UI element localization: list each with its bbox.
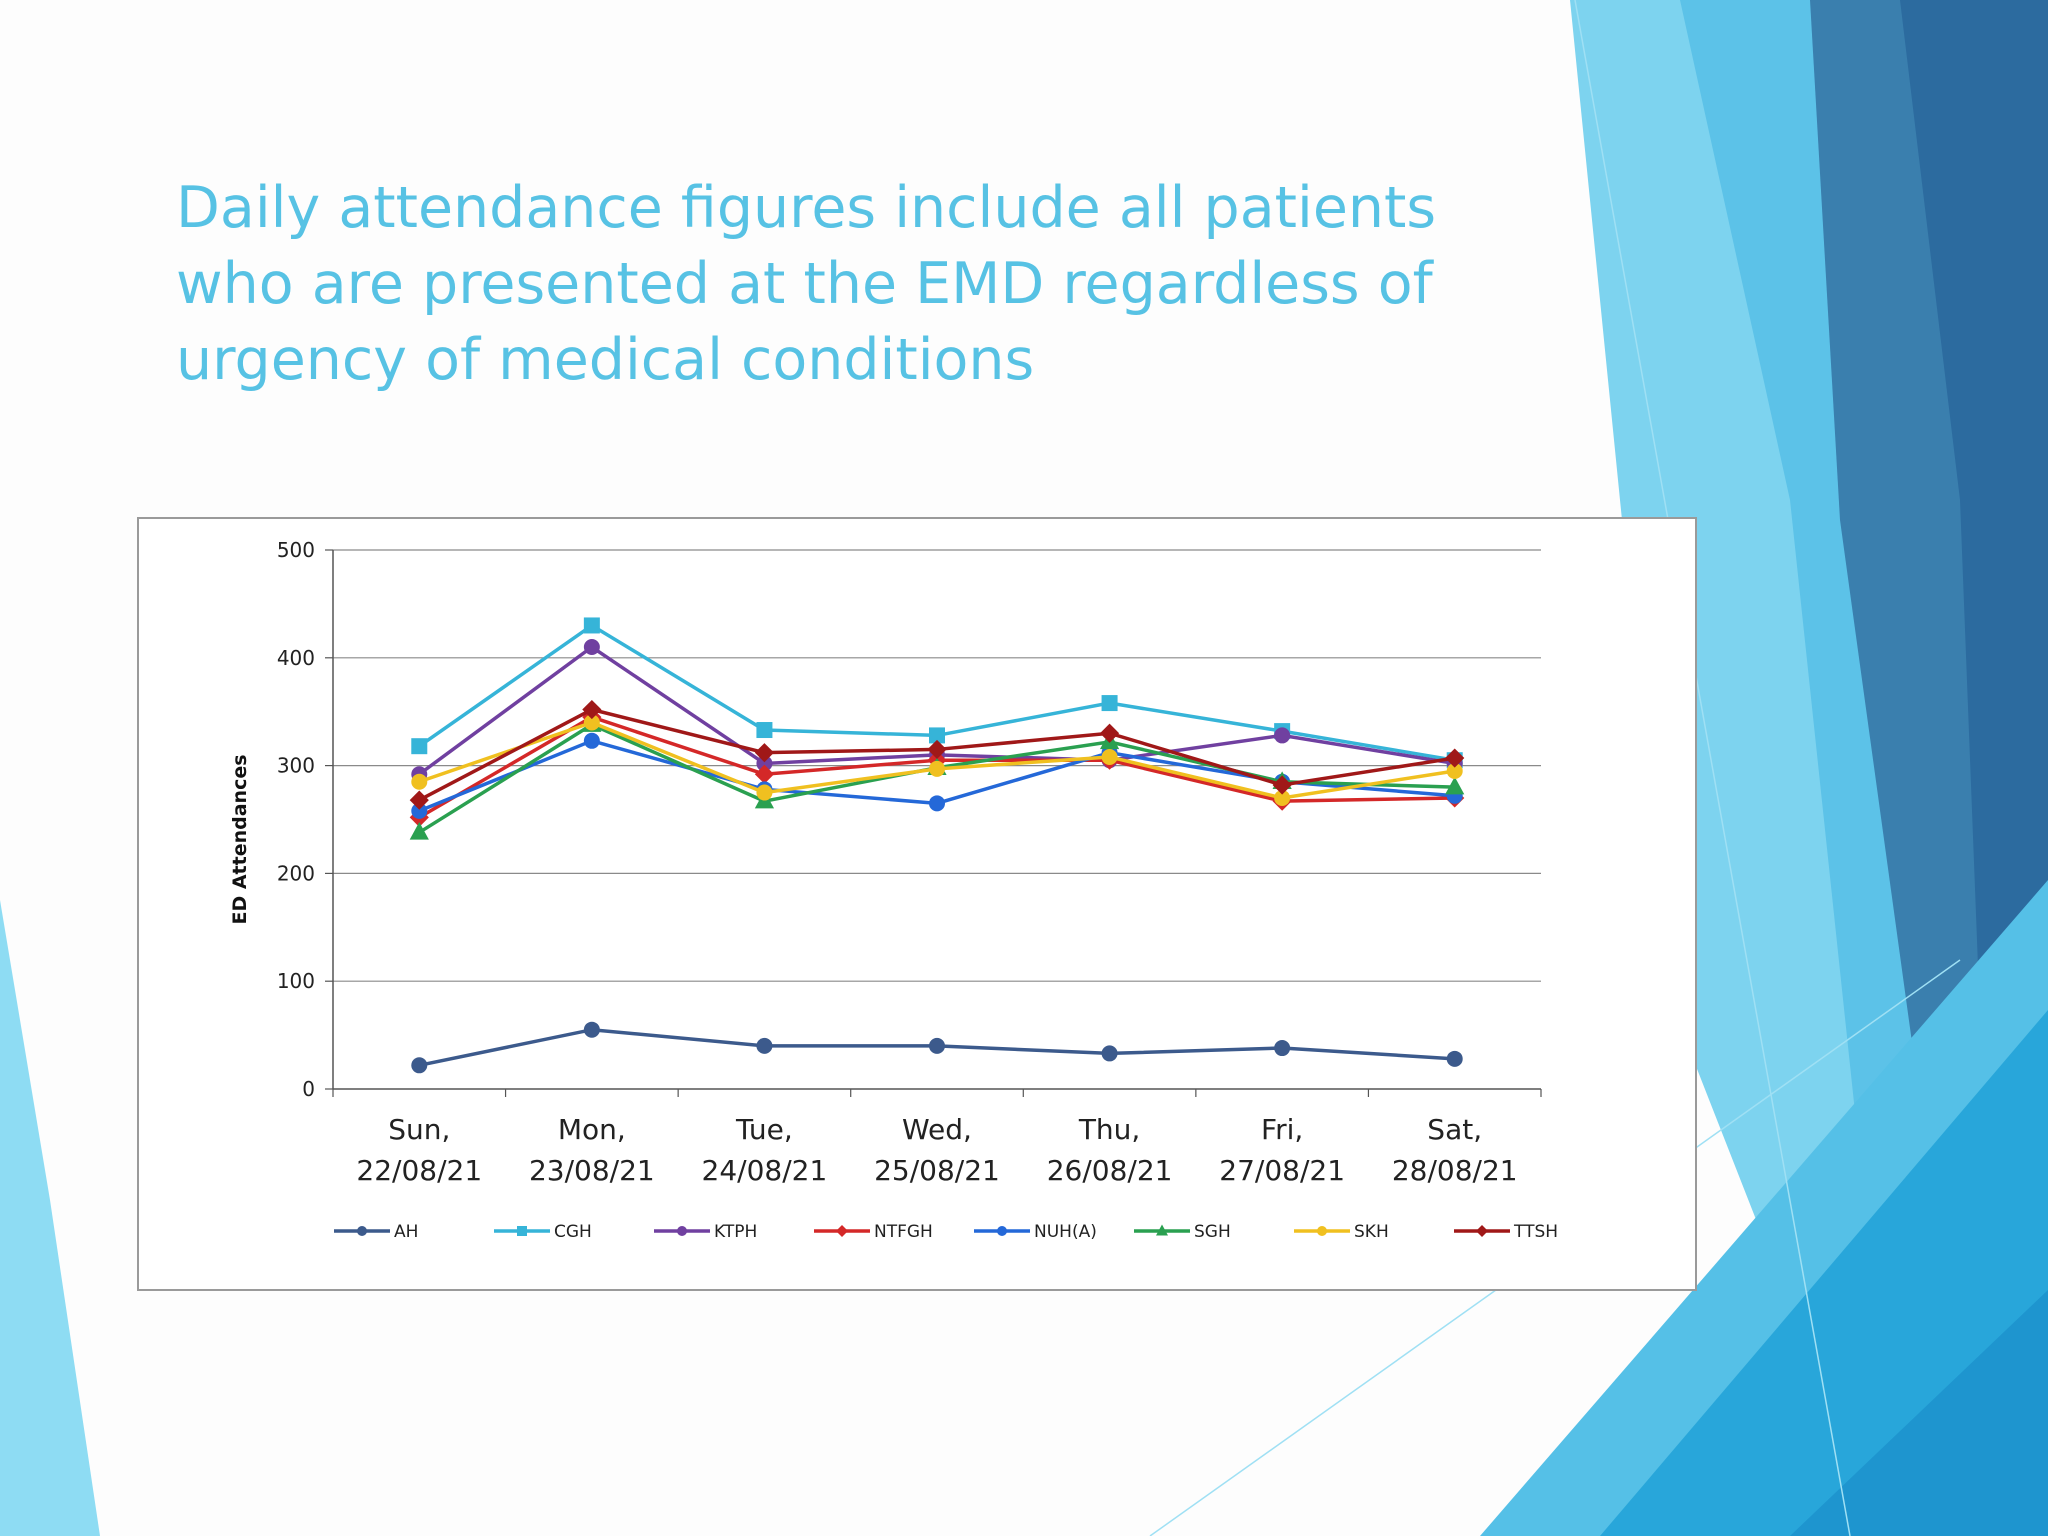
data-point	[929, 1037, 945, 1054]
legend-label: SKH	[1354, 1222, 1389, 1242]
y-tick-label: 0	[302, 1077, 315, 1101]
data-point	[1445, 776, 1465, 795]
data-point	[756, 722, 773, 739]
y-tick-label: 300	[277, 754, 315, 778]
legend-marker	[1476, 1225, 1488, 1237]
x-tick-label: Sat,	[1427, 1113, 1482, 1146]
x-tick-label: Mon,	[558, 1113, 626, 1146]
slide-title: Daily attendance figures include all pat…	[176, 175, 1437, 393]
data-point	[929, 760, 945, 777]
data-point	[1445, 748, 1465, 768]
x-tick-label: 25/08/21	[874, 1154, 1000, 1187]
data-point	[754, 764, 775, 784]
legend-marker	[997, 1226, 1007, 1236]
data-point	[411, 738, 428, 755]
legend-marker	[517, 1226, 527, 1236]
y-axis-label: ED Attendances	[229, 754, 251, 924]
data-point	[927, 739, 947, 760]
x-tick-label: 27/08/21	[1219, 1154, 1345, 1187]
data-point	[583, 732, 600, 749]
data-point	[583, 714, 600, 731]
x-tick-label: 28/08/21	[1392, 1154, 1518, 1187]
legend-label: TTSH	[1513, 1222, 1558, 1242]
x-tick-label: Wed,	[902, 1113, 972, 1146]
data-point	[1101, 748, 1118, 765]
data-point	[929, 727, 945, 744]
data-point	[583, 617, 600, 634]
x-tick-label: 22/08/21	[356, 1154, 482, 1187]
data-point	[1101, 1045, 1118, 1062]
legend-marker	[677, 1226, 687, 1236]
data-point	[756, 784, 773, 801]
legend-marker	[357, 1226, 367, 1236]
x-tick-label: Fri,	[1261, 1113, 1303, 1146]
data-point	[1274, 727, 1291, 744]
legend-label: NTFGH	[874, 1222, 933, 1242]
data-point	[754, 743, 775, 763]
data-point	[411, 1057, 428, 1074]
legend-label: AH	[394, 1222, 418, 1242]
y-tick-label: 200	[277, 861, 315, 885]
chart-frame: 0 100 200 300 400 500 Sun, 22/08/21 Mon, 23/08/21…	[137, 517, 1697, 1291]
legend-label: NUH(A)	[1034, 1222, 1097, 1242]
data-point	[409, 790, 429, 810]
data-point	[1446, 762, 1463, 779]
data-point	[1274, 789, 1291, 806]
x-tick-label: 26/08/21	[1047, 1154, 1173, 1187]
data-point	[1446, 1050, 1463, 1067]
data-point	[1272, 775, 1292, 795]
line-chart: 0 100 200 300 400 500 Sun, 22/08/21 Mon, 23/08/21…	[229, 538, 1558, 1242]
data-point	[1101, 695, 1118, 712]
legend-label: KTPH	[714, 1222, 757, 1242]
data-point	[411, 802, 428, 819]
data-point	[929, 795, 945, 812]
x-tick-label: Thu,	[1078, 1113, 1141, 1146]
x-tick-label: 23/08/21	[529, 1154, 655, 1187]
x-tick-label: Sun,	[388, 1113, 450, 1146]
data-point	[583, 639, 600, 656]
data-point	[409, 822, 429, 840]
data-point	[756, 1037, 773, 1054]
legend-marker	[836, 1225, 848, 1237]
x-tick-label: Tue,	[735, 1113, 793, 1146]
legend-marker	[1156, 1224, 1168, 1236]
x-tick-label: 24/08/21	[702, 1154, 828, 1187]
data-point	[583, 1021, 600, 1038]
data-point	[756, 755, 773, 772]
data-point	[1274, 1040, 1291, 1057]
legend-label: CGH	[554, 1222, 592, 1242]
y-tick-label: 400	[277, 646, 315, 670]
legend-label: SGH	[1194, 1222, 1231, 1242]
legend-marker	[1317, 1226, 1327, 1236]
y-tick-label: 500	[277, 538, 315, 562]
data-point	[411, 773, 428, 790]
y-tick-label: 100	[277, 969, 315, 993]
data-point	[1099, 723, 1120, 743]
